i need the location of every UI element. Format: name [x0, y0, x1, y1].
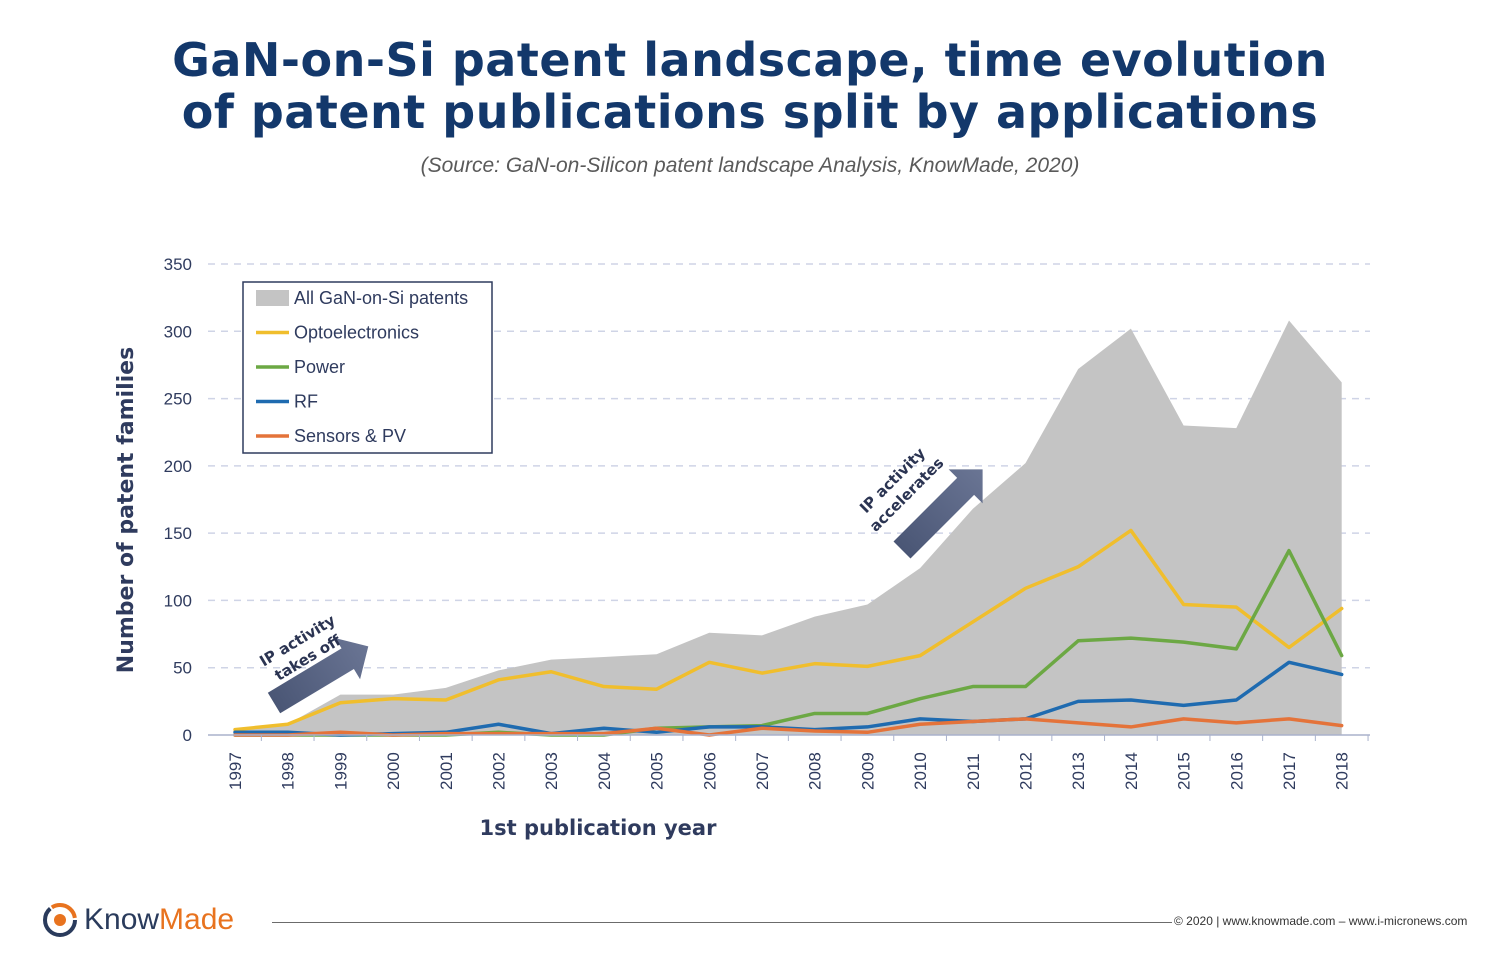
- chart-legend: All GaN-on-Si patents Optoelectronics Powe…: [242, 281, 493, 454]
- x-tick-label: 2014: [1122, 752, 1141, 790]
- title-line-2: of patent publications split by applicat…: [181, 85, 1319, 139]
- x-tick-label: 2004: [595, 752, 614, 790]
- x-tick-label: 2012: [1017, 752, 1036, 790]
- y-tick-label: 250: [164, 390, 192, 409]
- arrow-takes-off: [267, 638, 369, 714]
- logo-text-know: Know: [84, 903, 160, 936]
- x-tick-label: 2008: [806, 752, 825, 790]
- x-tick-label: 2003: [542, 752, 561, 790]
- page-title: GaN-on-Si patent landscape, time evoluti…: [0, 34, 1500, 138]
- line-optoelectronics: [233, 528, 1344, 732]
- axes: 0 50 100 150 200 250 300 350 1997 1998 1999 2000 200…: [114, 255, 1370, 840]
- page-subtitle: (Source: GaN-on-Silicon patent landscape…: [420, 154, 1080, 177]
- x-tick-label: 2002: [490, 752, 509, 790]
- x-tick-label: 2000: [384, 752, 403, 790]
- area-layer: [235, 320, 1342, 735]
- y-tick-label: 50: [173, 659, 192, 678]
- x-tick-label: 2005: [648, 752, 667, 790]
- arrow-accelerates: [893, 469, 983, 559]
- y-tick-label: 300: [164, 322, 192, 341]
- knowmade-logo: KnowMade: [40, 900, 234, 940]
- x-tick-label: 2015: [1175, 752, 1194, 790]
- x-axis-title: 1st publication year: [480, 816, 718, 840]
- x-tick-label: 1998: [279, 752, 298, 790]
- x-tick-label: 2001: [437, 752, 456, 790]
- legend-swatch: [256, 290, 289, 306]
- footer-divider: [272, 922, 1172, 923]
- knowmade-logo-icon: [43, 903, 77, 937]
- legend-label: Power: [294, 357, 345, 377]
- x-tick-label: 2006: [700, 752, 719, 790]
- x-tick-label: 2007: [753, 752, 772, 790]
- y-tick-label: 350: [164, 255, 192, 274]
- y-tick-label: 150: [164, 524, 192, 543]
- x-tick-label: 2010: [911, 752, 930, 790]
- title-line-1: GaN-on-Si patent landscape, time evoluti…: [172, 33, 1328, 87]
- x-tick-label: 2017: [1280, 752, 1299, 790]
- legend-label: RF: [294, 392, 318, 412]
- y-tick-label: 100: [164, 591, 192, 610]
- logo-text-made: Made: [159, 903, 235, 936]
- y-axis-title: Number of patent families: [114, 347, 139, 673]
- x-tick-label: 2016: [1227, 752, 1246, 790]
- legend-label: All GaN-on-Si patents: [294, 288, 468, 308]
- x-tick-label: 2011: [964, 753, 983, 790]
- legend-label: Sensors & PV: [294, 426, 406, 446]
- x-tick-label: 1999: [331, 752, 350, 790]
- y-tick-label: 0: [183, 726, 192, 745]
- copyright-text: © 2020 | www.knowmade.com – www.i-micron…: [1174, 914, 1468, 928]
- area-all-gan-on-si: [235, 320, 1342, 735]
- x-tick-label: 2013: [1069, 752, 1088, 790]
- y-tick-label: 200: [164, 457, 192, 476]
- legend-label: Optoelectronics: [294, 323, 419, 343]
- x-tick-label: 2009: [858, 752, 877, 790]
- x-tick-label: 2018: [1333, 752, 1352, 790]
- x-tick-label: 1997: [226, 752, 245, 790]
